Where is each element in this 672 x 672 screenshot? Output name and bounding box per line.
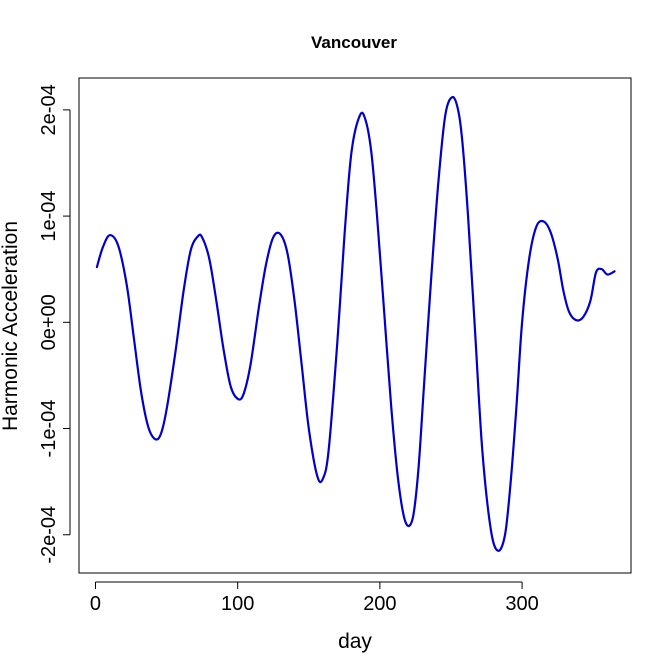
plot-frame [78,77,632,574]
y-tick-label: 1e-04 [38,191,60,242]
y-tick-label: 0e+00 [38,294,60,350]
chart-title: Vancouver [311,33,397,52]
x-axis: 0 100 200 300 [90,581,539,615]
x-tick-label: 0 [90,593,101,615]
y-axis: -2e-04 -1e-04 0e+00 1e-04 2e-04 [38,84,71,564]
y-axis-label: Harmonic Acceleration [0,221,22,431]
x-tick-label: 200 [363,593,396,615]
y-tick-label: -2e-04 [38,506,60,564]
y-tick-label: -1e-04 [38,400,60,458]
x-tick-label: 300 [505,593,538,615]
x-tick-label: 100 [221,593,254,615]
y-tick-label: 2e-04 [38,84,60,135]
series-line [95,96,616,552]
x-axis-label: day [338,630,372,653]
